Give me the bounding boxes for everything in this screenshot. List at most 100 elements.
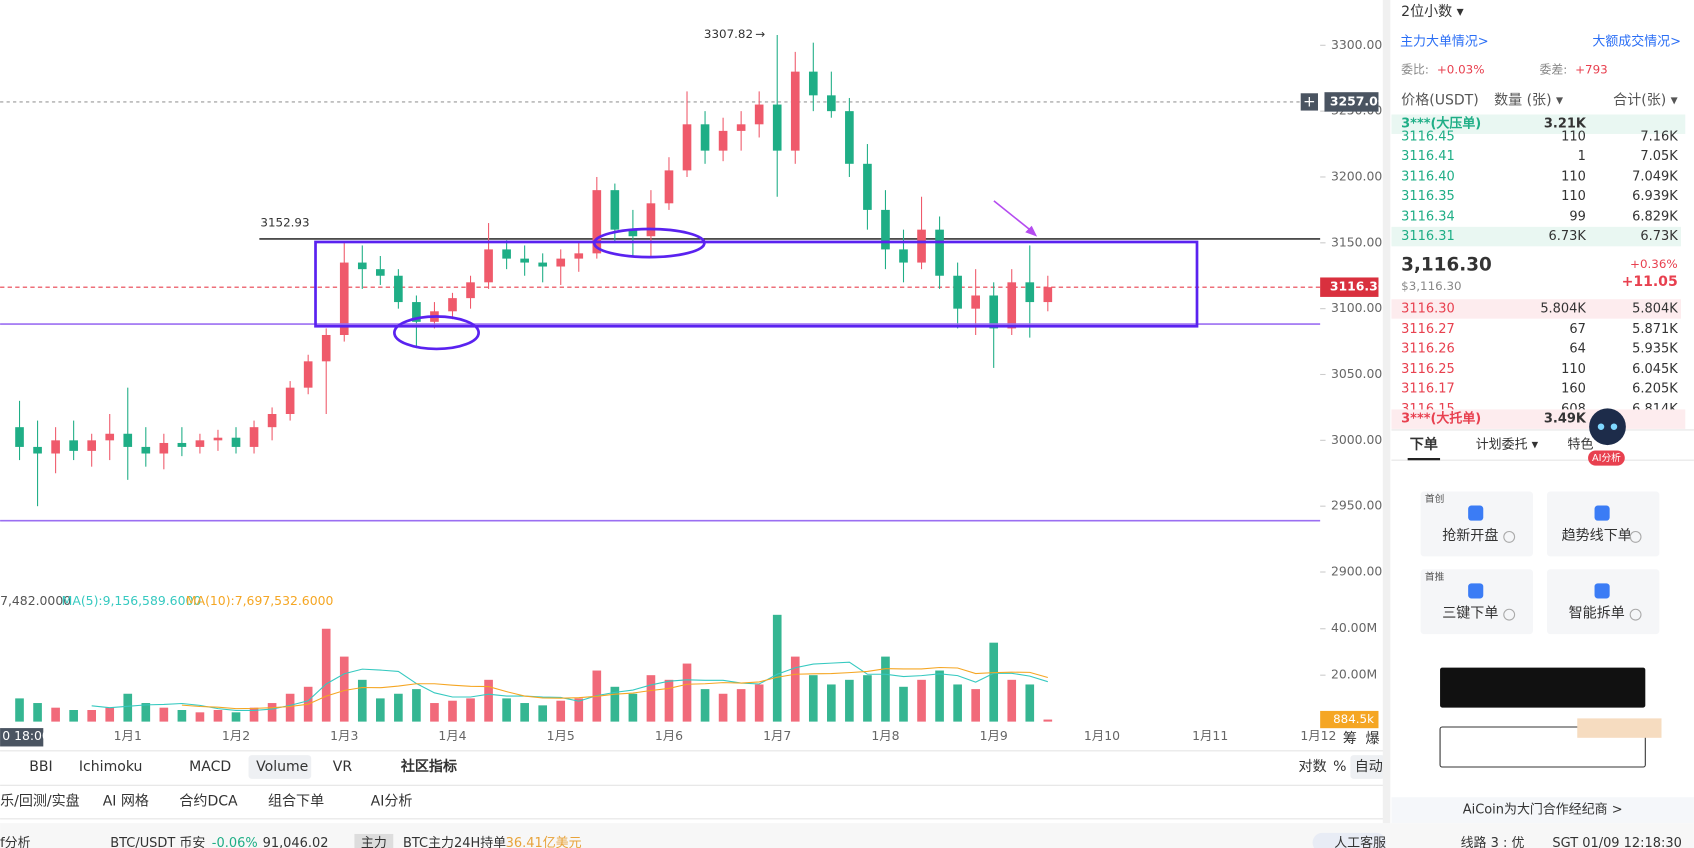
ob-qty: 99 bbox=[1569, 210, 1585, 225]
volume-bar bbox=[412, 689, 421, 722]
candle-body bbox=[917, 229, 926, 263]
crosshair-price: 3257.00 bbox=[1330, 93, 1387, 108]
precision[interactable]: 2位小数 ▾ bbox=[1401, 4, 1464, 20]
selected-tab[interactable] bbox=[1350, 755, 1385, 779]
candle-body bbox=[682, 124, 692, 171]
ai-robot[interactable] bbox=[1589, 408, 1626, 446]
big-order: 3***(大压单) bbox=[1401, 116, 1481, 132]
volume-bar bbox=[538, 705, 548, 722]
candle-body bbox=[213, 437, 223, 441]
status-item: -0.06% bbox=[212, 836, 258, 848]
scale-option[interactable]: 对数 bbox=[1299, 759, 1327, 775]
big-order-row bbox=[1391, 114, 1686, 134]
ob-qty: 1 bbox=[1578, 149, 1586, 164]
ai-badge[interactable] bbox=[1588, 450, 1625, 466]
help-icon bbox=[1503, 530, 1516, 543]
volume-bar bbox=[682, 663, 692, 722]
volume-tick-label: 40.00M bbox=[1331, 620, 1377, 635]
volume-bar bbox=[123, 693, 133, 722]
y-tick-label: 3000.00 bbox=[1331, 432, 1382, 447]
tool[interactable]: 合约DCA bbox=[179, 794, 238, 810]
highlight-row bbox=[1391, 226, 1681, 247]
ob-total: 5.804K bbox=[1632, 301, 1678, 316]
volume-bar bbox=[448, 700, 457, 722]
volume-bar bbox=[231, 712, 241, 722]
volume-bar bbox=[213, 710, 223, 722]
candle-body bbox=[484, 249, 493, 283]
status-item[interactable]: 人工客服 bbox=[1334, 835, 1386, 848]
indicator[interactable]: Ichimoku bbox=[79, 759, 142, 775]
status-item: 线路 3 : 优 bbox=[1461, 835, 1525, 848]
volume-bar bbox=[646, 675, 656, 722]
ai-badge-text[interactable]: AI分析 bbox=[1592, 451, 1621, 464]
candle-body bbox=[989, 295, 999, 329]
volume-bar bbox=[953, 684, 962, 722]
ob-qty: 110 bbox=[1561, 130, 1586, 145]
status-item: 主力 bbox=[361, 836, 387, 848]
status-item: f分析 bbox=[0, 836, 31, 848]
y-tick-label: 2950.00 bbox=[1331, 498, 1382, 513]
blurred-button[interactable] bbox=[1440, 667, 1646, 708]
volume-bar bbox=[159, 707, 169, 722]
ob-price: 3116.25 bbox=[1401, 362, 1455, 377]
x-tick-label: 1月10 bbox=[1084, 728, 1120, 743]
candle-body bbox=[33, 446, 42, 454]
change: +11.05 bbox=[1622, 274, 1678, 290]
header: 价格(USDT) bbox=[1401, 92, 1479, 108]
candle-body bbox=[953, 275, 962, 309]
tool[interactable]: 乐/回测/实盘 bbox=[0, 793, 80, 810]
scale-option[interactable]: 自动 bbox=[1355, 759, 1383, 775]
selected-tab[interactable] bbox=[248, 755, 312, 779]
indicator[interactable]: MACD bbox=[189, 759, 231, 775]
tab[interactable]: 计划委托 ▾ bbox=[1476, 438, 1539, 453]
volume-bar bbox=[863, 675, 872, 722]
tool[interactable]: AI分析 bbox=[371, 794, 413, 810]
ob-total: 6.829K bbox=[1632, 210, 1678, 225]
volume-tag bbox=[1320, 710, 1379, 729]
candle-body bbox=[881, 209, 890, 250]
volume-bar bbox=[1007, 679, 1017, 722]
tab[interactable]: 特色 bbox=[1568, 437, 1594, 453]
ob-price: 3116.27 bbox=[1401, 322, 1455, 337]
tab[interactable]: 下单 bbox=[1410, 436, 1438, 453]
scale-option[interactable]: % bbox=[1333, 759, 1346, 775]
candle-body bbox=[971, 295, 980, 309]
ob-price: 3116.45 bbox=[1401, 130, 1455, 145]
volume-bar bbox=[357, 679, 367, 722]
volume-bar bbox=[628, 693, 638, 722]
candle-body bbox=[15, 427, 24, 447]
indicator[interactable]: VR bbox=[333, 759, 353, 775]
link[interactable]: 大额成交情况> bbox=[1592, 34, 1681, 50]
service-btn[interactable] bbox=[1312, 832, 1387, 848]
footer[interactable]: AiCoin为大门合作经纪商 > bbox=[1463, 803, 1623, 818]
candle-body bbox=[249, 427, 259, 447]
volume-bar bbox=[845, 679, 854, 722]
card-label: 智能拆单 bbox=[1569, 606, 1625, 622]
volume-bar bbox=[267, 703, 277, 722]
status-item: 36.41亿美元 bbox=[506, 836, 582, 848]
candle-body bbox=[718, 130, 728, 151]
card-tag: 首创 bbox=[1425, 492, 1444, 505]
volume-bar bbox=[249, 707, 259, 722]
candle-body bbox=[827, 95, 836, 112]
tool[interactable]: AI 网格 bbox=[103, 794, 149, 810]
change-pct: +0.36% bbox=[1630, 257, 1678, 271]
candle-body bbox=[935, 229, 944, 276]
y-tick-label: 3100.00 bbox=[1331, 300, 1382, 315]
volume-bar bbox=[1025, 684, 1035, 722]
indicator[interactable]: Volume bbox=[256, 759, 308, 775]
ob-price: 3116.30 bbox=[1401, 301, 1455, 316]
header[interactable]: 数量 (张) ▾ bbox=[1494, 92, 1563, 108]
indicator[interactable]: BBI bbox=[29, 759, 52, 775]
x-tick-label: 1月9 bbox=[980, 728, 1008, 743]
tool[interactable]: 组合下单 bbox=[268, 794, 324, 810]
candle-body bbox=[141, 446, 151, 454]
volume-bar bbox=[935, 670, 944, 722]
candle-body bbox=[69, 440, 78, 451]
link[interactable]: 主力大单情况> bbox=[1400, 35, 1489, 50]
indicator[interactable]: 社区指标 bbox=[400, 758, 457, 775]
splitter[interactable] bbox=[1382, 0, 1391, 824]
header[interactable]: 合计(张) ▾ bbox=[1613, 92, 1678, 108]
volume-bar bbox=[177, 710, 187, 722]
candle-body bbox=[394, 275, 403, 303]
